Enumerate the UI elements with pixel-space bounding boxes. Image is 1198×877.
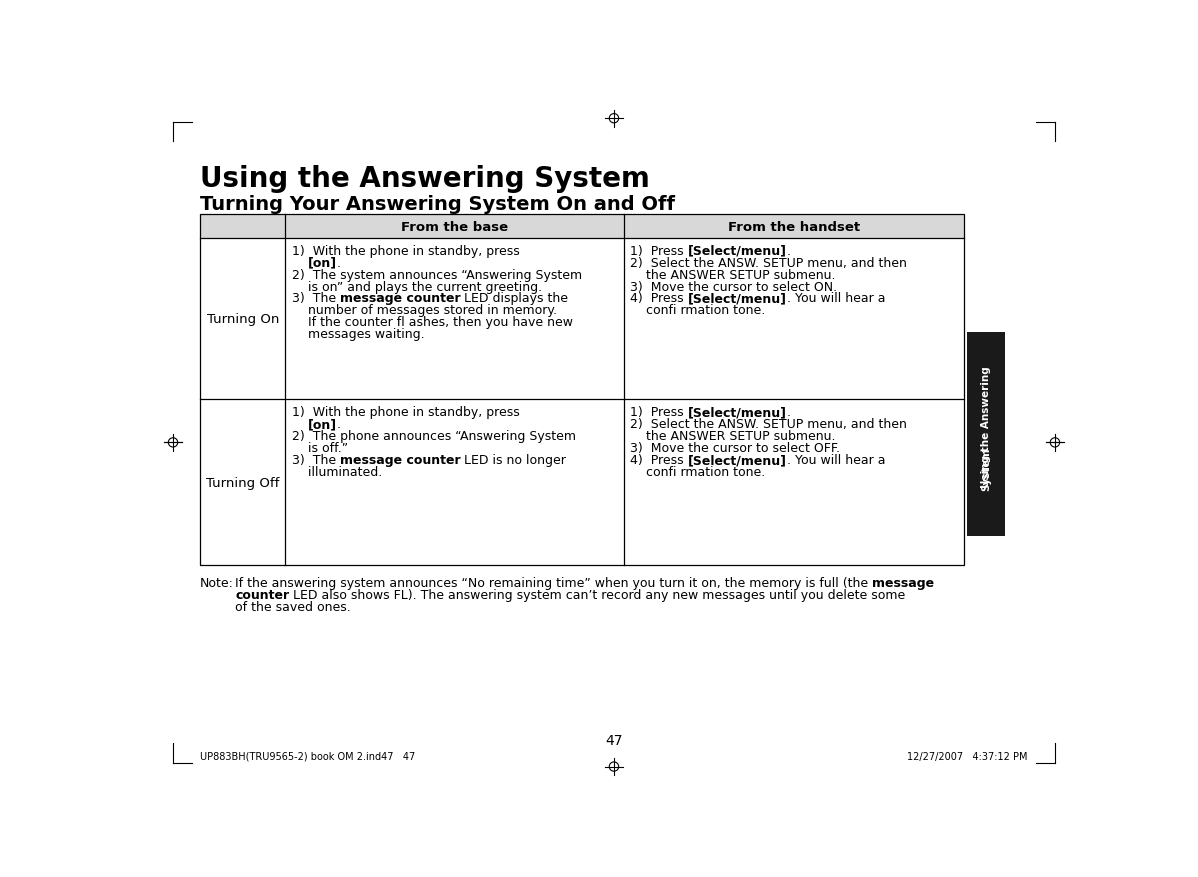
Text: . You will hear a: . You will hear a	[787, 292, 885, 305]
Text: .: .	[787, 245, 791, 258]
Text: 1)  With the phone in standby, press: 1) With the phone in standby, press	[291, 245, 519, 258]
Text: LED displays the: LED displays the	[460, 292, 568, 305]
Text: Note:: Note:	[200, 577, 234, 589]
Text: Turning On: Turning On	[206, 312, 279, 325]
Text: . You will hear a: . You will hear a	[787, 453, 885, 467]
Text: 47: 47	[605, 733, 623, 747]
Text: is off.”: is off.”	[291, 442, 347, 454]
Text: the ANSWER SETUP submenu.: the ANSWER SETUP submenu.	[630, 268, 836, 282]
Text: 2)  Select the ANSW. SETUP menu, and then: 2) Select the ANSW. SETUP menu, and then	[630, 417, 907, 431]
Text: 12/27/2007   4:37:12 PM: 12/27/2007 4:37:12 PM	[907, 751, 1028, 761]
Text: Turning Your Answering System On and Off: Turning Your Answering System On and Off	[200, 195, 676, 213]
Text: If the answering system announces “No remaining time” when you turn it on, the m: If the answering system announces “No re…	[235, 577, 872, 589]
Text: of the saved ones.: of the saved ones.	[235, 601, 351, 614]
Text: From the base: From the base	[401, 220, 508, 233]
Text: 2)  The system announces “Answering System: 2) The system announces “Answering Syste…	[291, 268, 582, 282]
Text: 3)  The: 3) The	[291, 453, 340, 467]
Text: message counter: message counter	[340, 292, 460, 305]
Text: .: .	[337, 256, 340, 269]
Text: .: .	[337, 417, 340, 431]
Text: [on]: [on]	[308, 417, 337, 431]
Text: 3)  Move the cursor to select ON.: 3) Move the cursor to select ON.	[630, 281, 837, 293]
Text: Turning Off: Turning Off	[206, 476, 279, 489]
Text: illuminated.: illuminated.	[291, 466, 382, 479]
Text: 1)  With the phone in standby, press: 1) With the phone in standby, press	[291, 406, 519, 419]
Text: [on]: [on]	[308, 256, 337, 269]
Bar	[967, 332, 1005, 536]
Text: 4)  Press: 4) Press	[630, 453, 688, 467]
Text: [Select/menu]: [Select/menu]	[688, 245, 787, 258]
Text: LED also shows FL). The answering system can’t record any new messages until you: LED also shows FL). The answering system…	[289, 588, 906, 602]
Text: From the handset: From the handset	[727, 220, 860, 233]
Text: message: message	[872, 577, 934, 589]
Text: 3)  Move the cursor to select OFF.: 3) Move the cursor to select OFF.	[630, 442, 840, 454]
Text: number of messages stored in memory.: number of messages stored in memory.	[291, 304, 557, 317]
Text: UP883BH(TRU9565-2) book OM 2.ind47   47: UP883BH(TRU9565-2) book OM 2.ind47 47	[200, 751, 416, 761]
Text: Using the Answering: Using the Answering	[981, 366, 991, 487]
Text: If the counter fl ashes, then you have new: If the counter fl ashes, then you have n…	[291, 316, 573, 329]
Text: message counter: message counter	[340, 453, 460, 467]
Text: 2)  Select the ANSW. SETUP menu, and then: 2) Select the ANSW. SETUP menu, and then	[630, 256, 907, 269]
Bar	[200, 215, 963, 239]
Text: counter: counter	[235, 588, 289, 602]
Text: 1)  Press: 1) Press	[630, 406, 688, 419]
Text: messages waiting.: messages waiting.	[291, 328, 424, 341]
Text: [Select/menu]: [Select/menu]	[688, 406, 787, 419]
Text: [Select/menu]: [Select/menu]	[688, 292, 787, 305]
Text: 4)  Press: 4) Press	[630, 292, 688, 305]
Text: is on” and plays the current greeting.: is on” and plays the current greeting.	[291, 281, 541, 293]
Text: 1)  Press: 1) Press	[630, 245, 688, 258]
Text: 3)  The: 3) The	[291, 292, 340, 305]
Text: LED is no longer: LED is no longer	[460, 453, 567, 467]
Text: the ANSWER SETUP submenu.: the ANSWER SETUP submenu.	[630, 430, 836, 443]
Text: 2)  The phone announces “Answering System: 2) The phone announces “Answering System	[291, 430, 575, 443]
Text: confi rmation tone.: confi rmation tone.	[630, 466, 766, 479]
Text: confi rmation tone.: confi rmation tone.	[630, 304, 766, 317]
Bar	[200, 215, 963, 565]
Text: [Select/menu]: [Select/menu]	[688, 453, 787, 467]
Text: .: .	[787, 406, 791, 419]
Text: Using the Answering System: Using the Answering System	[200, 165, 651, 193]
Text: System: System	[981, 447, 991, 490]
